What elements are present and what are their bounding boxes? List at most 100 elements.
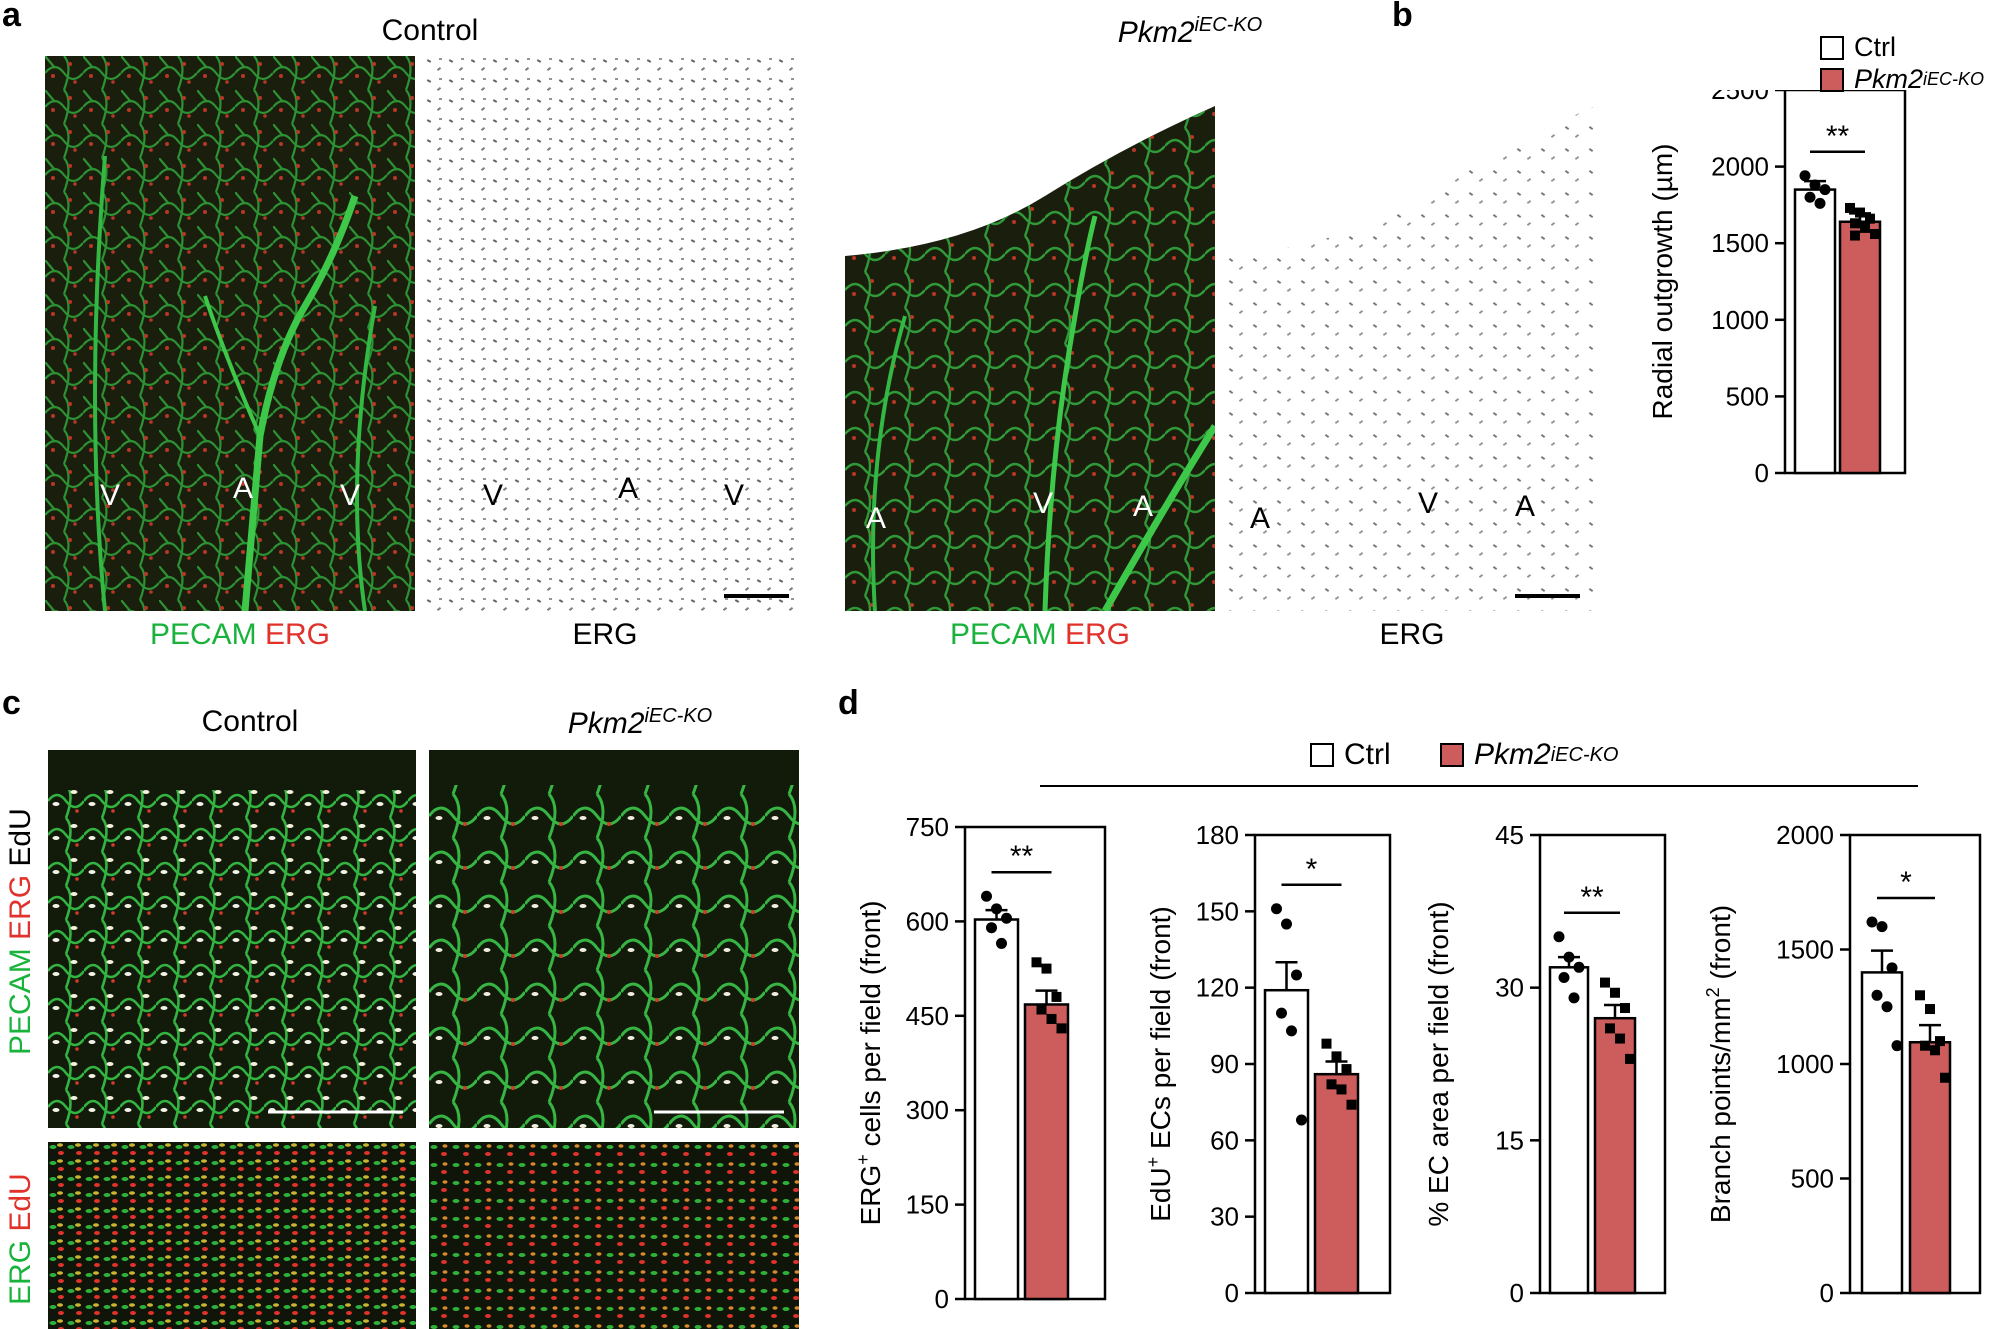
panel-letter-b: b [1392,0,1413,34]
y-tick-label: 0 [1755,458,1769,488]
data-point-ko [1625,1053,1635,1064]
caption-pecam-erg-control: PECAM ERG [149,618,331,651]
ko-erg-image [1225,56,1595,611]
data-point-ctrl [1866,916,1878,928]
y-axis-label: % EC area per field (front) [1423,901,1454,1226]
bar-ctrl [973,918,1020,1301]
caption-erg-ko: ERG [1379,618,1445,651]
y-tick-label: 120 [1196,973,1239,1003]
significance-label: ** [1826,120,1850,153]
data-point-ko [1336,1084,1347,1095]
bar-ko [1023,1003,1070,1301]
data-point-ko [1915,990,1925,1001]
y-tick-label: 2000 [1711,152,1769,182]
chart-edu-ecs: 0 30 60 90 120 150 180 EdU+ ECs per field (fron… [1143,820,1392,1308]
data-point-ctrl [1276,1007,1287,1019]
data-point-ctrl [1553,931,1565,943]
legend-swatch-ko [1820,67,1844,92]
legend-rule [1040,785,1918,787]
y-tick-label: 30 [1210,1202,1239,1232]
data-point-ko [1046,1013,1057,1024]
data-point-ctrl [1881,1001,1893,1013]
data-point-ko [1041,963,1052,974]
c-row2-label: ERG EdU [4,1173,37,1305]
data-point-ko [1850,218,1860,229]
ko-erg-edu-image [429,1142,799,1329]
vessel-label: V [1418,487,1439,520]
data-point-ctrl [1286,1025,1297,1037]
data-point-ctrl [981,890,992,902]
y-tick-label: 500 [1791,1164,1834,1194]
data-point-ko [1845,202,1855,213]
legend-ko-d: Pkm2 iEC-KO [1440,738,1618,772]
ko-title-a: Pkm2iEC-KO [1117,14,1263,49]
y-tick-label: 600 [906,906,949,936]
y-tick-label: 1500 [1776,935,1834,965]
vessel-label: A [233,472,254,505]
y-tick-label: 2500 [1711,90,1769,105]
data-point-ctrl [1871,989,1883,1001]
bar-ctrl [1263,988,1310,1295]
data-point-ko [1346,1099,1357,1110]
data-point-ko [1940,1072,1950,1083]
data-point-ctrl [1001,912,1012,924]
data-point-ko [1036,1004,1047,1015]
data-point-ctrl [1281,918,1292,930]
data-point-ctrl [1819,184,1831,196]
panel-letter-d: d [838,684,859,722]
data-point-ko [1615,1033,1625,1044]
data-point-ctrl [1568,992,1580,1004]
y-tick-label: 1500 [1711,228,1769,258]
bar-ko [1838,220,1882,475]
panel-letter-c: c [2,684,21,722]
data-point-ko [1605,1023,1615,1034]
vessel-label: V [340,479,361,512]
y-tick-label: 0 [1225,1278,1239,1308]
ko-pecam-erg-edu-image [429,750,799,1128]
data-point-ctrl [1804,191,1816,203]
control-pecam-erg-image [45,56,415,611]
c-row1-label: PECAM ERG EdU [4,808,37,1055]
caption-erg-control: ERG [572,618,638,651]
data-point-ctrl [991,903,1002,915]
significance-label: * [1900,866,1912,899]
legend-swatch-ctrl [1310,743,1334,767]
y-tick-label: 0 [1820,1278,1834,1308]
significance-label: ** [1580,881,1604,914]
data-point-ctrl [986,922,997,934]
data-point-ctrl [996,937,1007,949]
bar-ctrl [1548,966,1590,1295]
legend-ctrl-b: Ctrl [1820,32,1896,63]
data-point-ko [1930,1045,1940,1056]
data-point-ctrl [1814,197,1826,209]
legend-swatch-ctrl [1820,35,1844,60]
y-tick-label: 150 [906,1190,949,1220]
vessel-label: V [100,479,121,512]
y-tick-label: 300 [906,1095,949,1125]
data-point-ko [1855,207,1865,218]
data-point-ctrl [1876,921,1888,933]
data-point-ko [1620,1003,1630,1014]
control-title-a: Control [381,14,479,47]
data-point-ko [1935,1036,1945,1047]
vessel-label: A [866,502,887,535]
y-tick-label: 450 [906,1001,949,1031]
y-axis-label: EdU+ ECs per field (front) [1143,906,1176,1222]
bar-ctrl [1793,188,1837,475]
y-axis-label: Radial outgrowth (µm) [1647,143,1678,419]
data-point-ko [1850,230,1860,241]
chart-ec-area: 0 15 30 45 % EC area per field (front) ** [1423,820,1667,1308]
y-tick-label: 60 [1210,1125,1239,1155]
control-title-c: Control [201,705,299,738]
y-tick-label: 1000 [1711,305,1769,335]
data-point-ko [1600,977,1610,988]
vessel-label: V [1033,487,1054,520]
y-tick-label: 750 [906,815,949,842]
control-pecam-erg-edu-image [48,750,416,1128]
bar-ko [1593,1016,1637,1295]
legend-ko-b: Pkm2 iEC-KO [1820,64,1984,95]
significance-label: * [1306,853,1318,886]
panel-letter-a: a [2,0,21,34]
data-point-ko [1870,229,1880,240]
chart-branch-points: 0 500 1000 1500 2000 Branch points/mm2 (front… [1703,820,1982,1308]
